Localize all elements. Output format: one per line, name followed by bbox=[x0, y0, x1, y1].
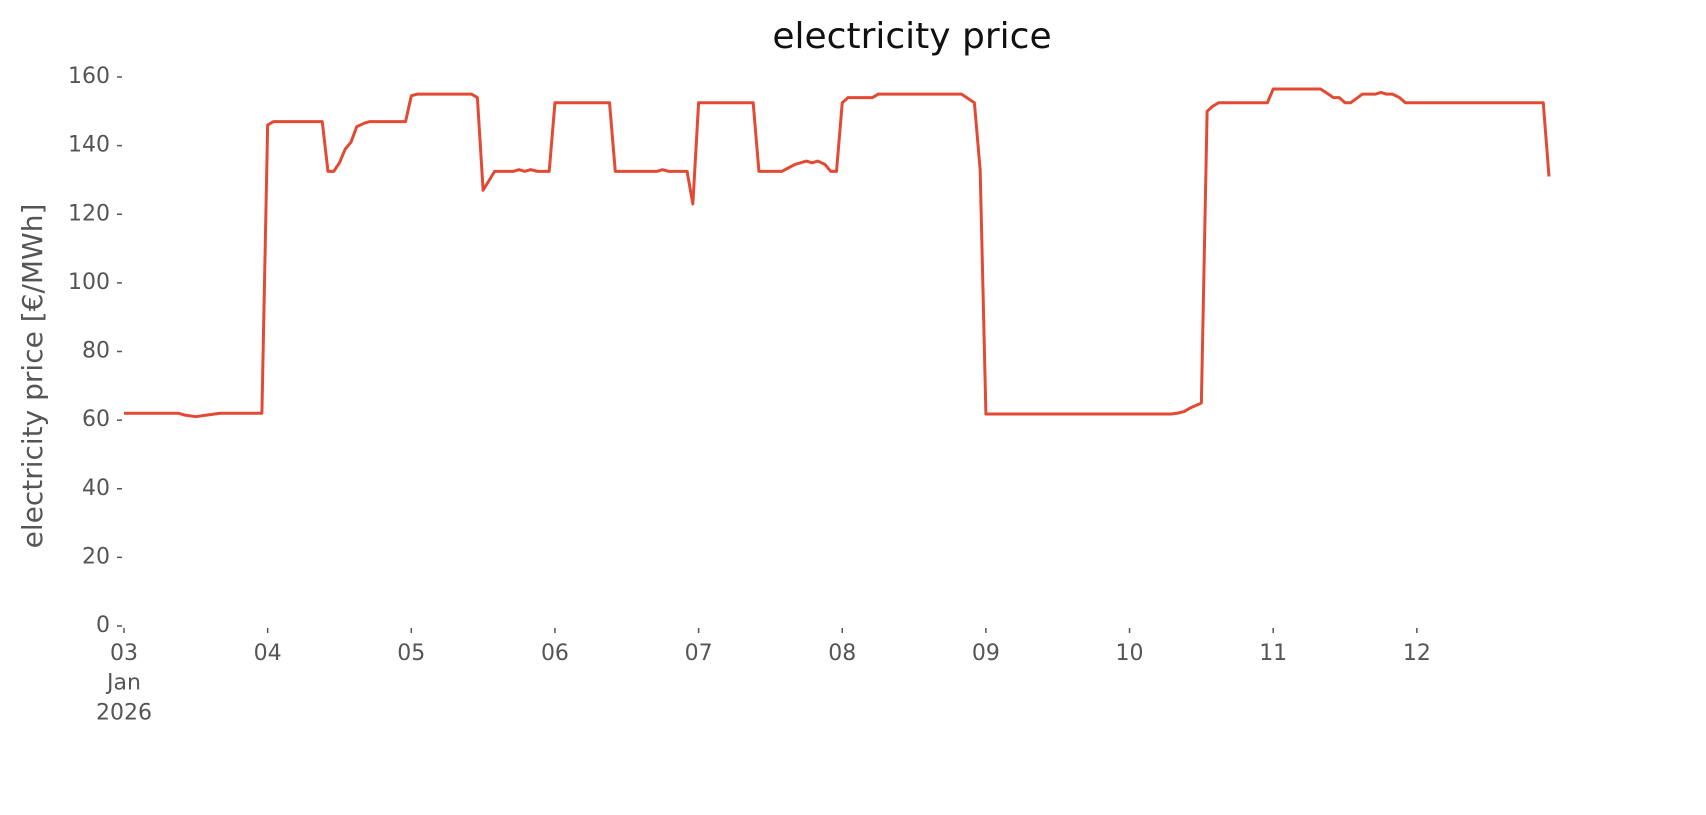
x-tick-label: 04 bbox=[254, 641, 282, 666]
y-tick-label: 100 bbox=[68, 270, 110, 295]
x-tick-label: 03 Jan 2026 bbox=[96, 641, 152, 725]
x-tick-label: 08 bbox=[828, 641, 856, 666]
y-tick-label: 40 bbox=[82, 476, 110, 501]
y-tick-label: 120 bbox=[68, 201, 110, 226]
x-tick-label: 12 bbox=[1403, 641, 1431, 666]
x-tick-label: 06 bbox=[541, 641, 569, 666]
y-tick-label: 60 bbox=[82, 407, 110, 432]
y-tick-label: 20 bbox=[82, 544, 110, 569]
x-tick-label: 09 bbox=[972, 641, 1000, 666]
chart-title: electricity price bbox=[772, 16, 1051, 57]
x-tick-label: 05 bbox=[397, 641, 425, 666]
y-tick-label: 160 bbox=[68, 64, 110, 89]
x-tick-label: 07 bbox=[685, 641, 713, 666]
y-tick-label: 80 bbox=[82, 339, 110, 364]
x-tick-label: 11 bbox=[1259, 641, 1287, 666]
price-line bbox=[124, 87, 1551, 419]
y-tick-label: 0 bbox=[96, 613, 110, 638]
y-tick-label: 140 bbox=[68, 133, 110, 158]
x-tick-label: 10 bbox=[1116, 641, 1144, 666]
y-axis-label: electricity price [€/MWh] bbox=[16, 204, 49, 549]
